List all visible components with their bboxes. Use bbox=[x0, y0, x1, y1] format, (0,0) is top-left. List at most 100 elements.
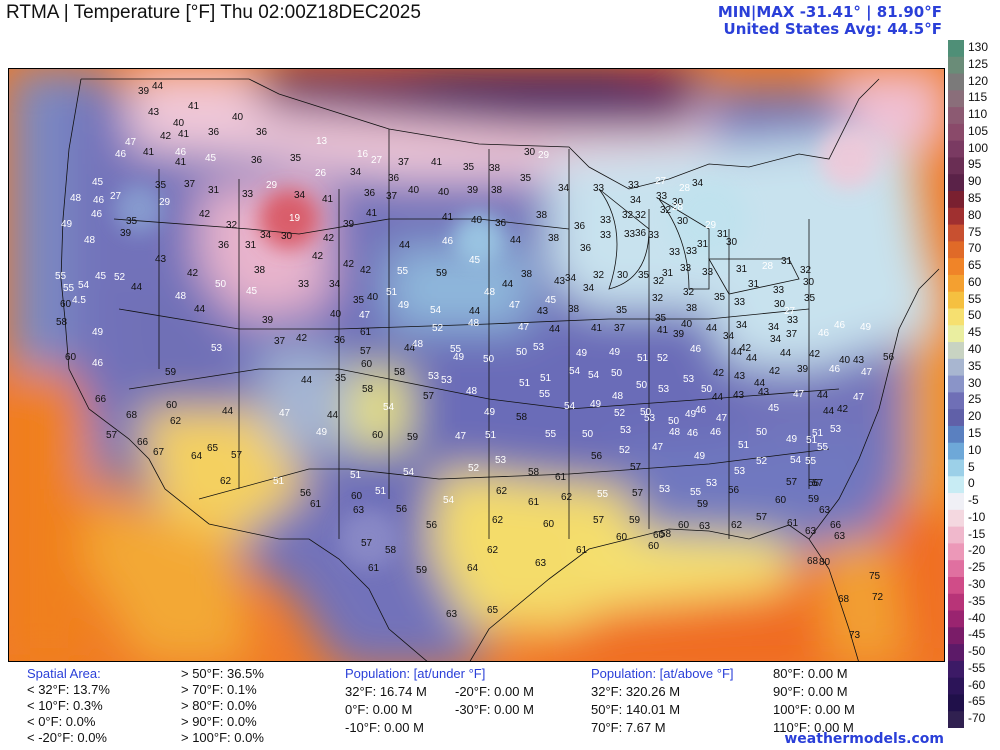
temperature-label: 55 bbox=[397, 266, 409, 277]
colorbar-tick-label: 20 bbox=[968, 409, 982, 424]
spatial-line: < 10°F: 0.3% bbox=[27, 698, 103, 713]
temperature-label: 61 bbox=[787, 518, 799, 529]
temperature-label: 59 bbox=[407, 432, 419, 443]
colorbar-swatch bbox=[948, 509, 964, 528]
temperature-label: 16 bbox=[357, 149, 369, 160]
temperature-label: 44 bbox=[754, 378, 766, 389]
temperature-label: 55 bbox=[545, 429, 557, 440]
temperature-label: 54 bbox=[790, 455, 802, 466]
temperature-label: 35 bbox=[126, 216, 138, 227]
colorbar-tick-label: -40 bbox=[968, 610, 986, 625]
spatial-line: > 50°F: 36.5% bbox=[181, 666, 264, 681]
colorbar-swatch bbox=[948, 543, 964, 561]
temperature-label: 27 bbox=[655, 176, 667, 187]
temperature-label: 31 bbox=[697, 239, 709, 250]
temperature-label: 39 bbox=[673, 329, 685, 340]
population-line: 50°F: 140.01 M bbox=[591, 702, 681, 717]
temperature-label: 59 bbox=[165, 367, 177, 378]
temperature-label: 51 bbox=[273, 476, 285, 487]
colorbar bbox=[948, 40, 964, 728]
temperature-label: 55 bbox=[690, 487, 702, 498]
temperature-label: 42 bbox=[160, 131, 172, 142]
temperature-label: 66 bbox=[137, 437, 149, 448]
temperature-label: 59 bbox=[697, 499, 709, 510]
temperature-label: 49 bbox=[61, 219, 73, 230]
temperature-label: 56 bbox=[396, 504, 408, 515]
temperature-label: 31 bbox=[662, 268, 674, 279]
population-above-header: Population: [at/above °F] bbox=[591, 666, 734, 681]
colorbar-tick-label: 70 bbox=[968, 241, 982, 256]
colorbar-tick-label: 125 bbox=[968, 56, 989, 71]
temperature-label: 38 bbox=[536, 210, 548, 221]
temperature-label: 57 bbox=[423, 391, 435, 402]
temperature-label: 49 bbox=[685, 409, 697, 420]
temperature-label: 49 bbox=[453, 352, 465, 363]
temperature-label: 39 bbox=[120, 228, 132, 239]
temperature-label: 34 bbox=[294, 190, 306, 201]
temperature-label: 34 bbox=[565, 273, 577, 284]
colorbar-swatch bbox=[948, 576, 964, 595]
temperature-label: 68 bbox=[126, 410, 138, 421]
temperature-label: 49 bbox=[92, 327, 104, 338]
temperature-label: 58 bbox=[394, 367, 406, 378]
temperature-label: 36 bbox=[334, 335, 346, 346]
temperature-label: 50 bbox=[668, 416, 680, 427]
temperature-label: 51 bbox=[519, 378, 531, 389]
temperature-label: 48 bbox=[84, 235, 96, 246]
colorbar-tick-label: -35 bbox=[968, 593, 986, 608]
colorbar-tick-label: 55 bbox=[968, 291, 982, 306]
temperature-label: 46 bbox=[92, 358, 104, 369]
temperature-label: 46 bbox=[829, 364, 841, 375]
temperature-label: 59 bbox=[629, 515, 641, 526]
temperature-label: 34 bbox=[692, 178, 704, 189]
temperature-label: 48 bbox=[466, 386, 478, 397]
temperature-label: 33 bbox=[669, 247, 681, 258]
temperature-label: 46 bbox=[442, 236, 454, 247]
temperature-label: 36 bbox=[388, 173, 400, 184]
temperature-label: 63 bbox=[353, 505, 365, 516]
temperature-label: 32 bbox=[593, 270, 605, 281]
temperature-label: 38 bbox=[489, 163, 501, 174]
temperature-label: 55 bbox=[817, 442, 829, 453]
minmax-readout: MIN|MAX -31.41° | 81.90°F bbox=[717, 3, 942, 21]
temperature-label: 43 bbox=[155, 254, 167, 265]
population-line: 32°F: 16.74 M bbox=[345, 684, 427, 699]
site-credit[interactable]: weathermodels.com bbox=[784, 731, 944, 747]
temperature-label: 60 bbox=[60, 299, 72, 310]
spatial-line: < 32°F: 13.7% bbox=[27, 682, 110, 697]
temperature-label: 35 bbox=[353, 295, 365, 306]
colorbar-tick-label: -25 bbox=[968, 560, 986, 575]
temperature-label: 46 bbox=[687, 428, 699, 439]
temperature-label: 65 bbox=[487, 605, 499, 616]
east-coast bbox=[808, 268, 940, 540]
temperature-label: 47 bbox=[793, 389, 805, 400]
temperature-map[interactable]: 39 44 43 41 40 42 41 36 40 36 47 46 41 46 41 45 13 35 16 27… bbox=[8, 68, 945, 662]
temperature-label: 47 bbox=[455, 431, 467, 442]
temperature-label: 46 bbox=[690, 344, 702, 355]
temperature-label: 47 bbox=[279, 408, 291, 419]
temperature-label: 52 bbox=[657, 353, 669, 364]
temperature-label: 55 bbox=[63, 283, 75, 294]
temperature-label: 27 bbox=[371, 155, 383, 166]
temperature-label: 58 bbox=[56, 317, 68, 328]
temperature-label: 32 bbox=[226, 220, 238, 231]
temperature-label: 57 bbox=[630, 462, 642, 473]
temperature-label: 53 bbox=[211, 343, 223, 354]
temperature-label: 41 bbox=[431, 157, 443, 168]
colorbar-tick-label: -70 bbox=[968, 711, 986, 726]
colorbar-swatch bbox=[948, 140, 964, 159]
colorbar-swatch bbox=[948, 40, 964, 58]
state-line-4 bbox=[198, 448, 830, 500]
colorbar-swatch bbox=[948, 660, 964, 679]
colorbar-swatch bbox=[948, 375, 964, 393]
temperature-label: 57 bbox=[106, 430, 118, 441]
temperature-label: 53 bbox=[533, 342, 545, 353]
temperature-label: 53 bbox=[659, 484, 671, 495]
colorbar-tick-label: -50 bbox=[968, 644, 986, 659]
temperature-label: 61 bbox=[528, 497, 540, 508]
temperature-label: 42 bbox=[199, 209, 211, 220]
temperature-label: 62 bbox=[496, 486, 508, 497]
temperature-label: 50 bbox=[756, 427, 768, 438]
colorbar-swatch bbox=[948, 241, 964, 259]
